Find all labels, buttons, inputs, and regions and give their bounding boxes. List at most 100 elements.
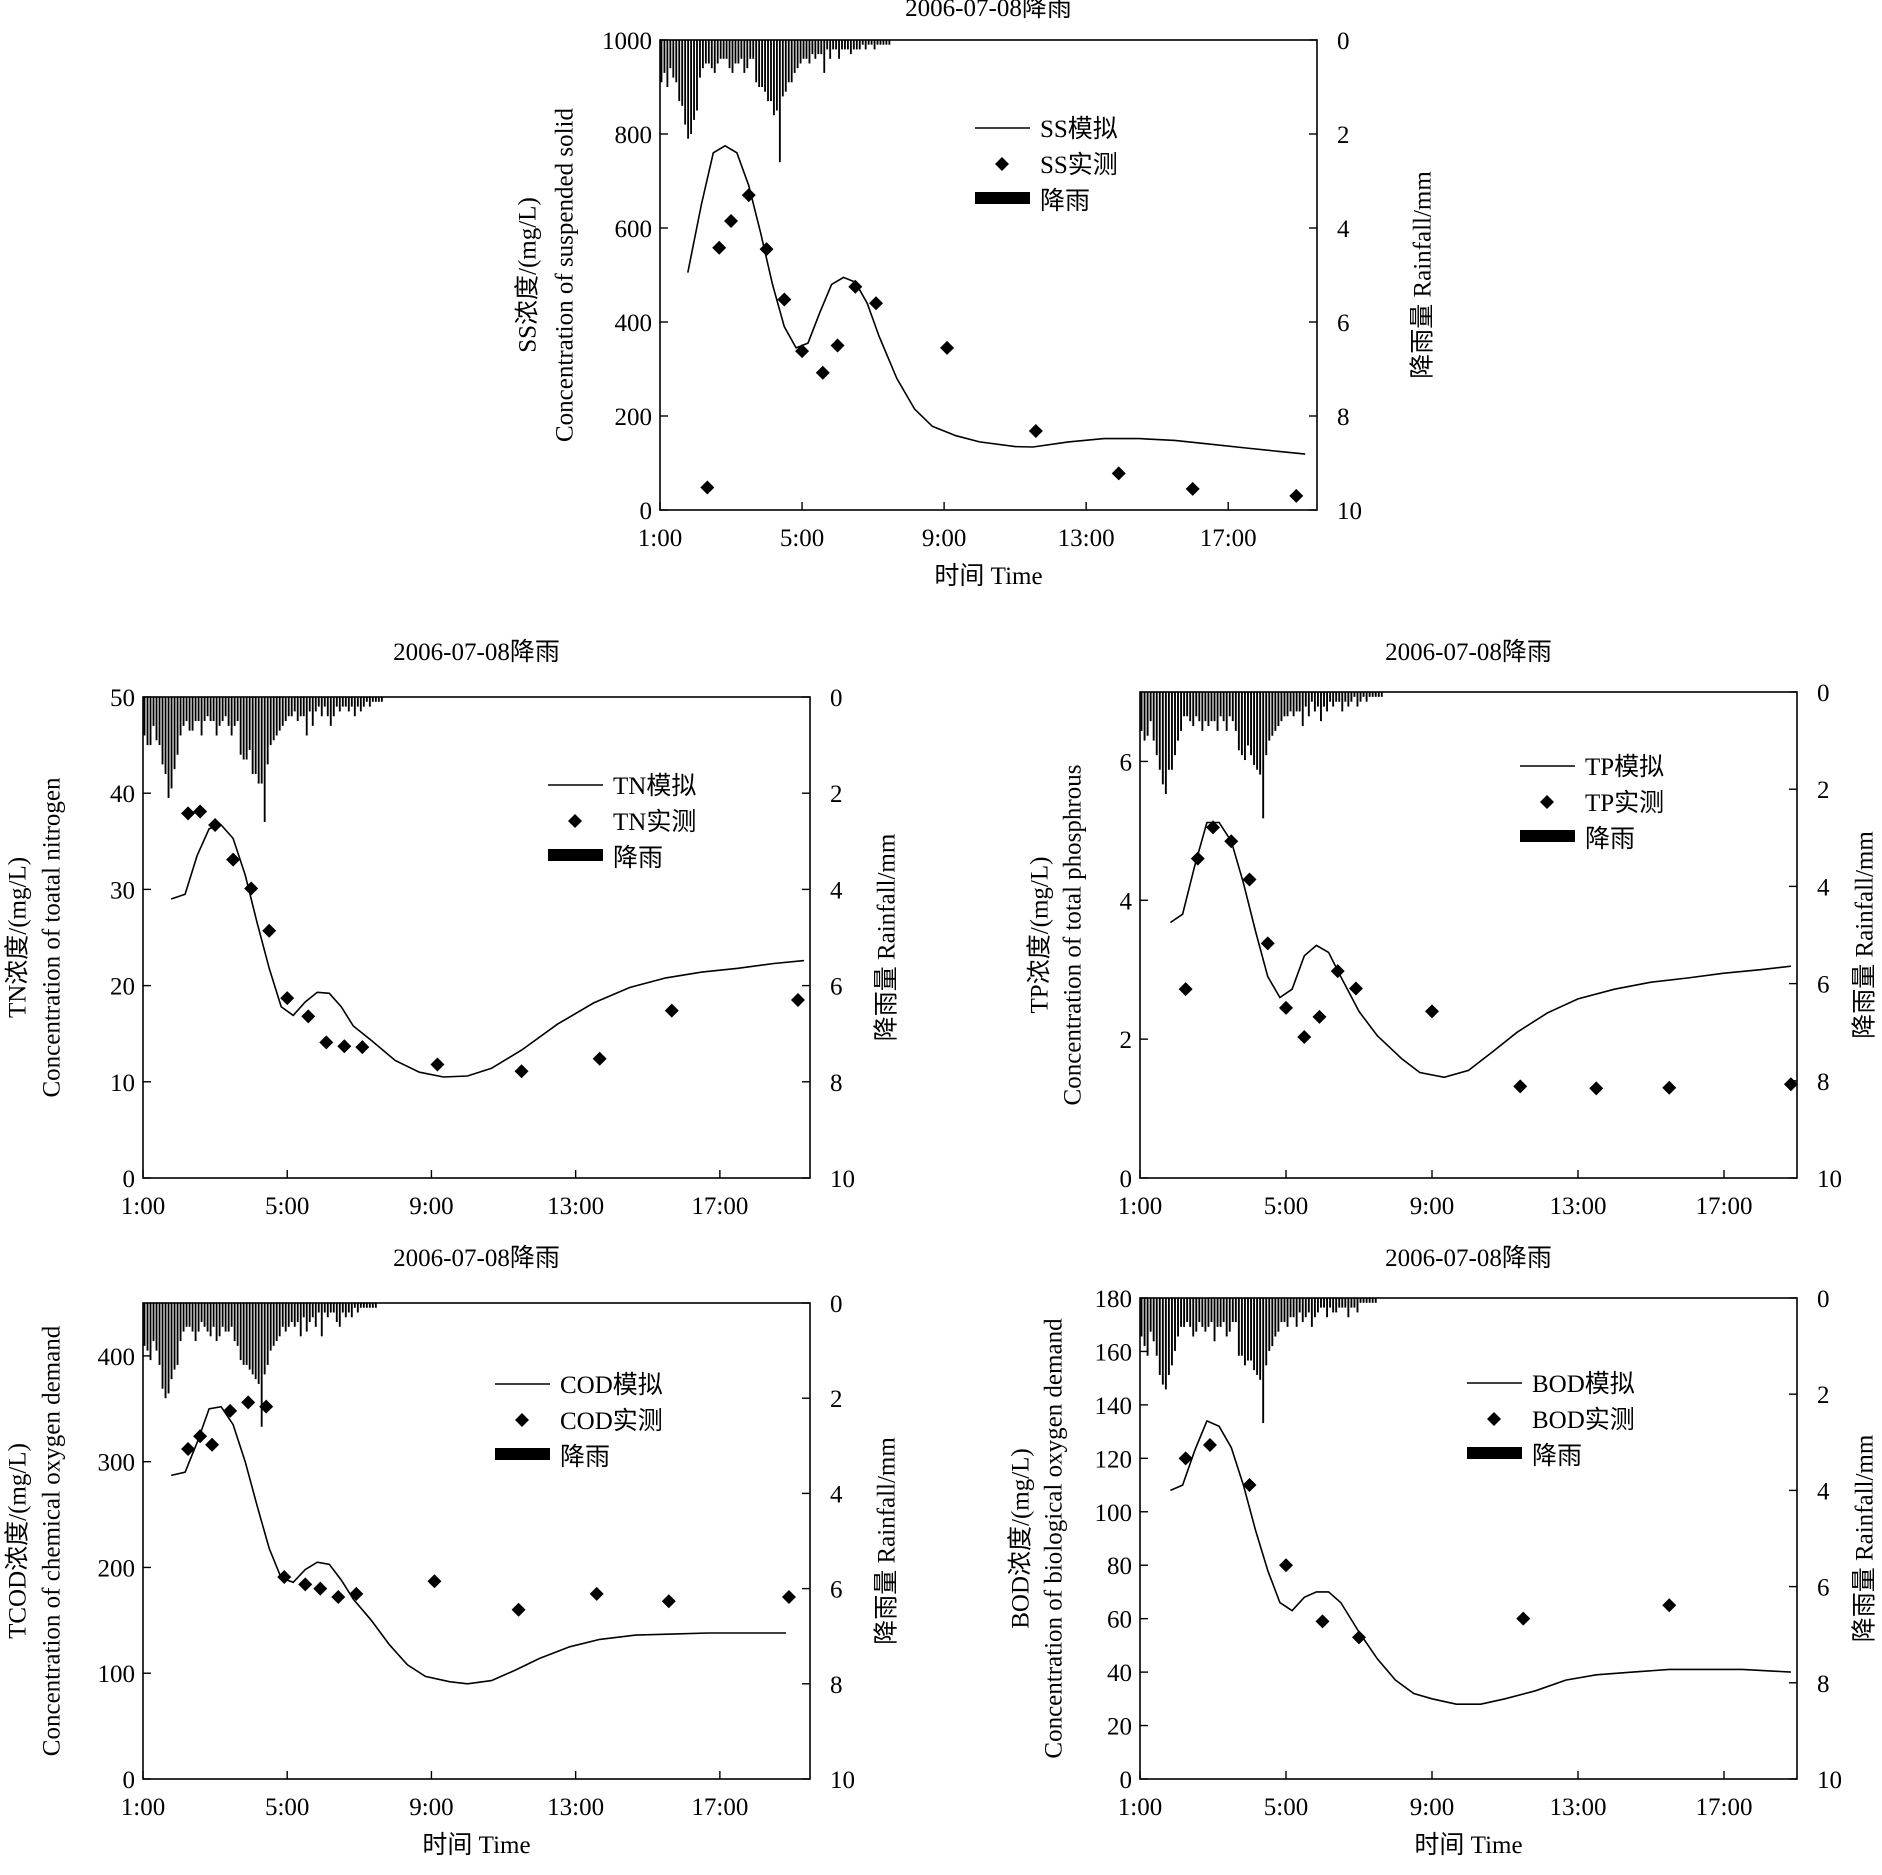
rain-bar bbox=[323, 697, 326, 707]
rain-bar bbox=[188, 697, 191, 731]
y2-tick-label: 4 bbox=[830, 1481, 843, 1508]
rain-bar bbox=[320, 697, 323, 717]
rain-bar bbox=[1262, 1298, 1265, 1424]
rain-bar bbox=[218, 1303, 221, 1337]
legend-label: BOD实测 bbox=[1532, 1406, 1635, 1434]
observed-point bbox=[661, 1594, 676, 1609]
y-tick-label: 6 bbox=[1120, 749, 1133, 776]
rain-bar bbox=[811, 40, 814, 55]
simulated-line bbox=[170, 823, 805, 1078]
observed-point bbox=[759, 242, 774, 257]
x-tick-label: 13:00 bbox=[1550, 1193, 1607, 1220]
rain-bar bbox=[1243, 692, 1246, 761]
rain-bar bbox=[164, 697, 167, 774]
rain-bar bbox=[155, 697, 158, 741]
rain-bar bbox=[704, 40, 707, 64]
plot-frame bbox=[659, 39, 1318, 511]
rain-bar bbox=[1180, 692, 1183, 731]
y2-tick-label: 10 bbox=[830, 1767, 855, 1794]
y-tick-label: 0 bbox=[640, 498, 653, 525]
observed-point bbox=[1330, 964, 1345, 979]
rain-bar bbox=[299, 1303, 302, 1337]
observed-point bbox=[181, 1441, 196, 1456]
observed-point bbox=[795, 344, 810, 359]
rain-bar bbox=[203, 1303, 206, 1327]
y2-tick-label: 6 bbox=[1817, 1575, 1830, 1602]
chart-title: 2006-07-08降雨 bbox=[1385, 638, 1552, 666]
observed-point bbox=[664, 1003, 679, 1018]
rain-bar bbox=[1335, 692, 1338, 702]
rain-bar bbox=[879, 40, 882, 45]
observed-point bbox=[1312, 1009, 1327, 1024]
x-tick-label: 5:00 bbox=[780, 525, 824, 552]
x-axis-label: 时间 Time bbox=[422, 1831, 530, 1859]
observed-point bbox=[223, 1403, 238, 1418]
rain-bar bbox=[296, 697, 299, 722]
rain-bar bbox=[1326, 1298, 1329, 1318]
rain-bar bbox=[146, 1303, 149, 1351]
legend-label: SS实测 bbox=[1040, 151, 1118, 179]
observed-point bbox=[1297, 1030, 1312, 1045]
rain-bar bbox=[699, 40, 701, 78]
x-tick-label: 9:00 bbox=[409, 1193, 453, 1220]
rain-bar bbox=[1313, 692, 1316, 712]
rain-bar bbox=[678, 40, 681, 102]
y-tick-label: 1000 bbox=[602, 28, 652, 55]
y-tick-label: 80 bbox=[1107, 1553, 1132, 1580]
y2-tick-label: 2 bbox=[1817, 777, 1830, 804]
x-tick-label: 9:00 bbox=[1410, 1193, 1454, 1220]
legend-label: 降雨 bbox=[1585, 825, 1635, 853]
legend-label: COD实测 bbox=[560, 1407, 663, 1435]
observed-point bbox=[1425, 1004, 1439, 1019]
observed-point bbox=[724, 213, 739, 228]
observed-point bbox=[205, 1437, 220, 1452]
rain-bar bbox=[749, 40, 752, 59]
rain-bar bbox=[320, 1303, 323, 1337]
rain-bar bbox=[1365, 692, 1368, 702]
legend-label: 降雨 bbox=[1532, 1442, 1582, 1470]
legend-label: 降雨 bbox=[613, 844, 663, 872]
rain-bar bbox=[858, 40, 861, 50]
rain-bar bbox=[793, 40, 796, 73]
x-tick-label: 13:00 bbox=[547, 1193, 604, 1220]
rain-bar bbox=[844, 40, 846, 50]
rain-bar bbox=[722, 40, 725, 59]
observed-point bbox=[244, 881, 259, 896]
y2-tick-label: 10 bbox=[830, 1166, 855, 1193]
rain-bar bbox=[681, 40, 684, 106]
observed-point bbox=[193, 1429, 208, 1444]
rain-bar bbox=[1374, 692, 1377, 697]
rain-bar bbox=[242, 697, 245, 760]
observed-point bbox=[592, 1051, 607, 1066]
observed-point bbox=[241, 1395, 256, 1410]
y-tick-label: 100 bbox=[1095, 1500, 1133, 1527]
rain-bar bbox=[254, 697, 257, 774]
observed-point bbox=[1190, 851, 1205, 866]
rain-bar bbox=[1338, 1298, 1341, 1308]
rain-bar bbox=[1365, 1298, 1368, 1303]
rain-bar bbox=[179, 697, 182, 736]
observed-point bbox=[1224, 834, 1239, 849]
rain-bar bbox=[260, 697, 263, 784]
chart-title: 2006-07-08降雨 bbox=[905, 0, 1072, 22]
rain-bar bbox=[212, 1303, 215, 1327]
rain-bar bbox=[278, 1303, 281, 1337]
rain-bar bbox=[1158, 1298, 1161, 1375]
rain-bar bbox=[350, 1303, 353, 1318]
rain-bar bbox=[1186, 1298, 1189, 1323]
rain-bar bbox=[1186, 692, 1189, 717]
observed-point bbox=[337, 1039, 352, 1054]
rain-bar bbox=[182, 1303, 185, 1332]
rain-bar bbox=[746, 40, 749, 69]
y-tick-label: 0 bbox=[123, 1767, 136, 1794]
observed-point bbox=[589, 1586, 604, 1601]
rain-bar bbox=[1247, 692, 1249, 746]
rain-bar bbox=[233, 697, 236, 726]
rain-bar bbox=[675, 40, 678, 83]
rain-bar bbox=[263, 697, 266, 823]
rain-bar bbox=[1201, 1298, 1204, 1327]
rain-bar bbox=[368, 1303, 371, 1308]
y2-axis-label: 降雨量 Rainfall/mm bbox=[873, 1437, 901, 1645]
y-axis-label-en: Concentration of total phosphrous bbox=[1060, 765, 1087, 1106]
